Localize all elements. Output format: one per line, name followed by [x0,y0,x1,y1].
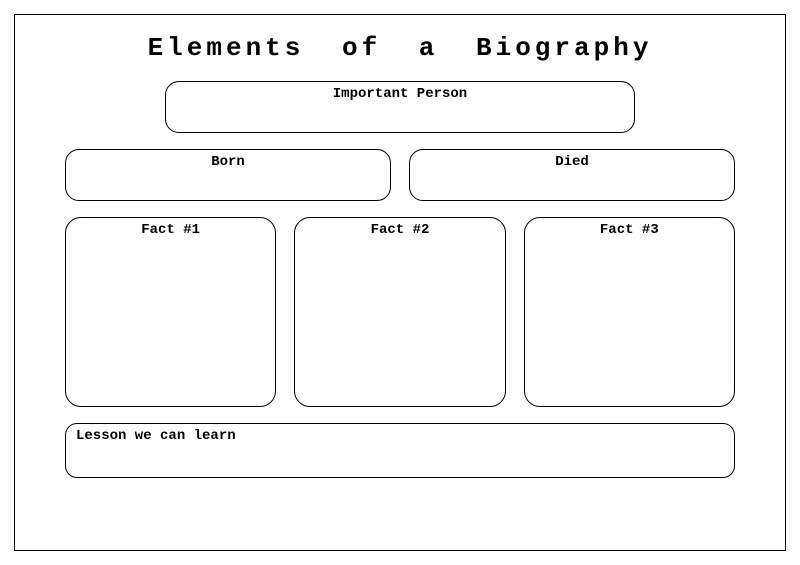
label-fact-2: Fact #2 [295,218,504,238]
box-fact-1: Fact #1 [65,217,276,407]
box-lesson: Lesson we can learn [65,423,735,478]
box-important-person: Important Person [165,81,635,133]
worksheet-title: Elements of a Biography [65,33,735,63]
box-fact-2: Fact #2 [294,217,505,407]
box-died: Died [409,149,735,201]
label-lesson: Lesson we can learn [66,424,734,444]
label-died: Died [410,150,734,170]
row-born-died: Born Died [65,149,735,201]
label-fact-3: Fact #3 [525,218,734,238]
row-facts: Fact #1 Fact #2 Fact #3 [65,217,735,407]
row-lesson: Lesson we can learn [65,423,735,478]
label-important-person: Important Person [166,82,634,102]
box-fact-3: Fact #3 [524,217,735,407]
label-fact-1: Fact #1 [66,218,275,238]
row-person: Important Person [65,81,735,133]
box-born: Born [65,149,391,201]
label-born: Born [66,150,390,170]
worksheet-frame: Elements of a Biography Important Person… [14,14,786,551]
